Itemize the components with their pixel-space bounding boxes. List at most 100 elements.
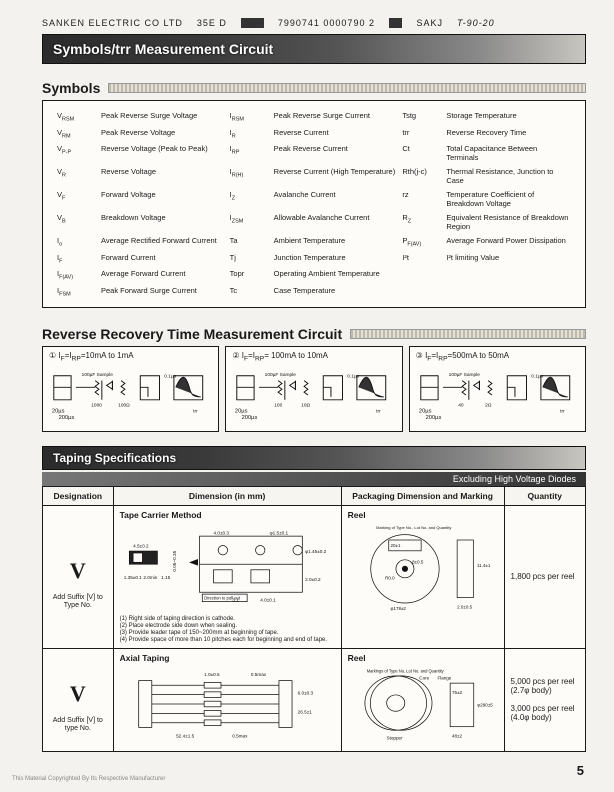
pkg-title: Reel: [348, 653, 498, 663]
circuit-box: ① IF=IRP=10mA to 1mA 20µs 200µs 100µF Sa…: [42, 346, 219, 432]
symbol: RZ: [402, 213, 442, 231]
method-title: Tape Carrier Method: [120, 510, 335, 520]
svg-text:100: 100: [275, 402, 283, 408]
svg-text:100µF Sample: 100µF Sample: [265, 371, 297, 377]
svg-text:4.5±0.2: 4.5±0.2: [133, 543, 149, 548]
symbol: VP-P: [57, 144, 97, 162]
svg-text:trr: trr: [560, 408, 565, 414]
svg-text:20µs: 20µs: [419, 408, 432, 414]
pkg-title: Reel: [348, 510, 498, 520]
svg-text:Stopper: Stopper: [386, 735, 402, 740]
designation-mark: V: [49, 558, 107, 584]
suffix-note: Add Suffix [V] to Type No.: [49, 594, 107, 610]
symbol-desc: Junction Temperature: [274, 253, 399, 265]
symbol-desc: Reverse Current (High Temperature): [274, 167, 399, 185]
symbol: Topr: [230, 269, 270, 281]
symbol: trr: [402, 128, 442, 140]
svg-text:φ290±5: φ290±5: [477, 702, 493, 707]
symbol-desc: Peak Reverse Current: [274, 144, 399, 162]
section-symbols: Symbols: [42, 80, 586, 96]
svg-text:1.0±0.5: 1.0±0.5: [204, 672, 220, 677]
svg-text:trr: trr: [193, 408, 198, 414]
symbol-desc: Reverse Voltage (Peak to Peak): [101, 144, 226, 162]
table-row: V Add Suffix [V] to Type No. Tape Carrier …: [43, 506, 586, 649]
svg-text:Core: Core: [419, 675, 429, 680]
svg-text:2.0±0.2: 2.0±0.2: [305, 577, 321, 582]
symbol: IF(AV): [57, 269, 97, 281]
circuits-row: ① IF=IRP=10mA to 1mA 20µs 200µs 100µF Sa…: [42, 346, 586, 432]
taping-table: DesignationDimension (in mm)Packaging Di…: [42, 486, 586, 752]
svg-text:100µF Sample: 100µF Sample: [82, 371, 114, 377]
circuit-diagram: 20µs 200µs 100µF Sample 100 10Ω 0.1µs tr…: [232, 365, 395, 425]
table-header: Dimension (in mm): [113, 487, 341, 506]
symbol: VB: [57, 213, 97, 231]
designation-mark: V: [49, 681, 107, 707]
svg-text:φ178±2: φ178±2: [390, 606, 406, 611]
symbol: IFSM: [57, 286, 97, 298]
circuit-diagram: 20µs 200µs 100µF Sample 1000 100Ω 0.1µs …: [49, 365, 212, 425]
svg-text:6.0±0.3: 6.0±0.3: [297, 690, 313, 695]
svg-text:26.5±1: 26.5±1: [297, 709, 312, 714]
symbol: VRSM: [57, 111, 97, 123]
symbol: IR: [230, 128, 270, 140]
banner-symbols-trr: Symbols/trr Measurement Circuit: [42, 34, 586, 64]
svg-text:Marking of Type No., Lot No. a: Marking of Type No., Lot No. and Quantit…: [376, 525, 451, 530]
svg-text:0.5max: 0.5max: [232, 733, 248, 738]
symbol-desc: Peak Reverse Surge Voltage: [101, 111, 226, 123]
svg-text:20µs: 20µs: [235, 408, 248, 414]
circuit-diagram: 20µs 200µs 100µF Sample 40 2Ω 0.1µs trr: [416, 365, 579, 425]
symbol-desc: Forward Voltage: [101, 190, 226, 208]
svg-text:φ1.5±0.1: φ1.5±0.1: [269, 530, 288, 535]
method-title: Axial Taping: [120, 653, 335, 663]
symbol: Io: [57, 236, 97, 248]
symbol: IRSM: [230, 111, 270, 123]
svg-text:trr: trr: [376, 408, 381, 414]
table-header: Designation: [43, 487, 114, 506]
svg-text:4.0±0.1: 4.0±0.1: [260, 598, 276, 603]
company: SANKEN ELECTRIC CO LTD: [42, 18, 183, 28]
svg-text:1000: 1000: [91, 402, 102, 408]
svg-text:0.1µs: 0.1µs: [164, 373, 176, 379]
svg-text:1.15: 1.15: [161, 575, 170, 580]
svg-text:Direction to pull out: Direction to pull out: [204, 596, 241, 601]
symbol-desc: [446, 286, 571, 298]
symbol-desc: Average Rectified Forward Current: [101, 236, 226, 248]
symbol-desc: Peak Reverse Surge Current: [274, 111, 399, 123]
symbol-desc: Allowable Avalanche Current: [274, 213, 399, 231]
symbol-desc: Average Forward Current: [101, 269, 226, 281]
handwritten: T-90-20: [457, 18, 495, 28]
symbol-desc: Peak Reverse Voltage: [101, 128, 226, 140]
symbol: Ct: [402, 144, 442, 162]
svg-text:200µs: 200µs: [59, 415, 75, 421]
symbol-desc: Reverse Voltage: [101, 167, 226, 185]
symbol-desc: Forward Current: [101, 253, 226, 265]
svg-text:R0.0: R0.0: [385, 576, 395, 581]
symbol-desc: Peak Forward Surge Current: [101, 286, 226, 298]
page-number: 5: [577, 763, 584, 778]
svg-text:11.4±1: 11.4±1: [477, 563, 491, 568]
symbol: [402, 286, 442, 298]
symbol: IR(H): [230, 167, 270, 185]
svg-text:40: 40: [458, 402, 464, 408]
section-rrt: Reverse Recovery Time Measurement Circui…: [42, 326, 586, 342]
code3: SAKJ: [416, 18, 443, 28]
svg-text:0.1µs: 0.1µs: [531, 373, 543, 379]
symbol: Tj: [230, 253, 270, 265]
quantity-cell: 1,800 pcs per reel: [504, 506, 585, 649]
symbol-desc: Operating Ambient Temperature: [274, 269, 399, 281]
svg-text:0.5max: 0.5max: [250, 672, 266, 677]
symbol-desc: Total Capacitance Between Terminals: [446, 144, 571, 162]
code2: 7990741 0000790 2: [278, 18, 375, 28]
symbol: IF: [57, 253, 97, 265]
svg-text:2Ω: 2Ω: [485, 402, 492, 408]
copyright: This Material Copyrighted By Its Respect…: [12, 776, 165, 782]
symbol-desc: Reverse Current: [274, 128, 399, 140]
code1: 35E D: [197, 18, 227, 28]
symbol: Tc: [230, 286, 270, 298]
svg-text:0.1µs: 0.1µs: [348, 373, 360, 379]
svg-text:φ1.45±0.2: φ1.45±0.2: [305, 549, 327, 554]
svg-text:52.4±1.5: 52.4±1.5: [176, 733, 195, 738]
circuit-box: ③ IF=IRP=500mA to 50mA 20µs 200µs 100µF …: [409, 346, 586, 432]
svg-text:200µs: 200µs: [425, 415, 441, 421]
symbol-desc: Ambient Temperature: [274, 236, 399, 248]
